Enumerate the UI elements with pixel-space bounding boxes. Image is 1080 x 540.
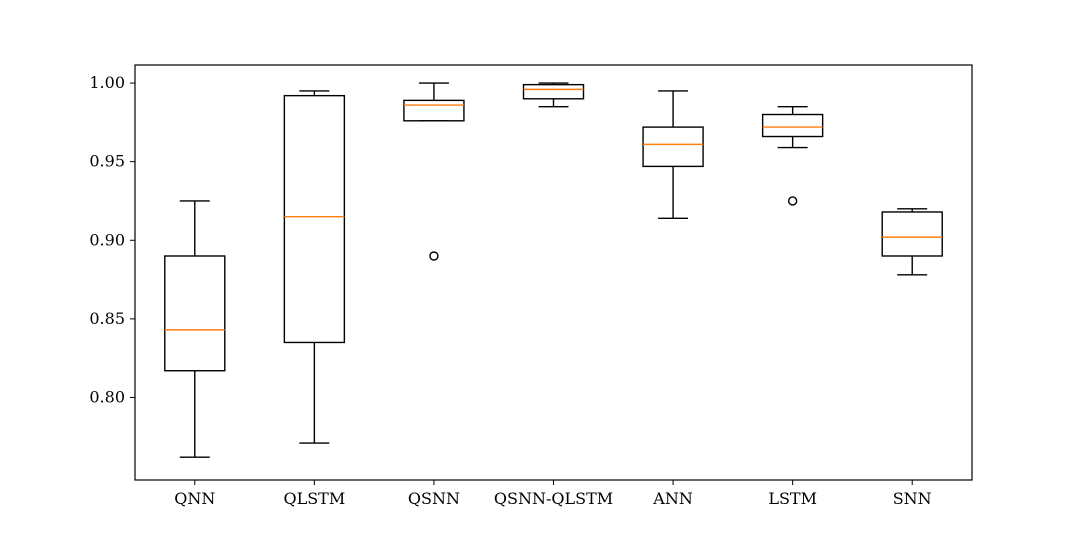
outlier-point — [429, 251, 439, 261]
x-tick-label: QNN — [174, 489, 215, 508]
iqr-box — [403, 99, 465, 122]
plot-content — [164, 82, 943, 458]
iqr-box — [881, 211, 943, 257]
y-tick-label: 1.00 — [89, 73, 125, 92]
y-tick-label: 0.90 — [89, 230, 125, 249]
box-snn — [881, 208, 943, 276]
x-tick-label: LSTM — [768, 489, 817, 508]
box-qlstm — [283, 90, 346, 444]
box-qsnn-qlstm — [522, 82, 585, 108]
iqr-box — [283, 94, 346, 344]
y-tick-label: 0.80 — [89, 387, 125, 406]
x-axis: QNN QLSTM QSNN QSNN-QLSTM ANN LSTM SNN — [174, 480, 932, 508]
y-axis: 0.80 0.85 0.90 0.95 1.00 — [89, 73, 135, 406]
y-tick-label: 0.95 — [89, 152, 125, 171]
x-tick-label: QSNN — [408, 489, 460, 508]
x-tick-label: ANN — [652, 489, 693, 508]
iqr-box — [761, 113, 824, 138]
box-qnn — [164, 200, 226, 458]
x-tick-label: QLSTM — [283, 489, 345, 508]
x-tick-label: SNN — [893, 489, 932, 508]
box-lstm — [761, 105, 824, 206]
iqr-box — [164, 255, 226, 372]
y-tick-label: 0.85 — [89, 309, 125, 328]
box-ann — [642, 90, 704, 219]
outlier-point — [787, 196, 798, 206]
x-tick-label: QSNN-QLSTM — [494, 489, 613, 508]
iqr-box — [522, 83, 585, 100]
iqr-box — [642, 126, 704, 168]
box-qsnn — [403, 82, 465, 261]
